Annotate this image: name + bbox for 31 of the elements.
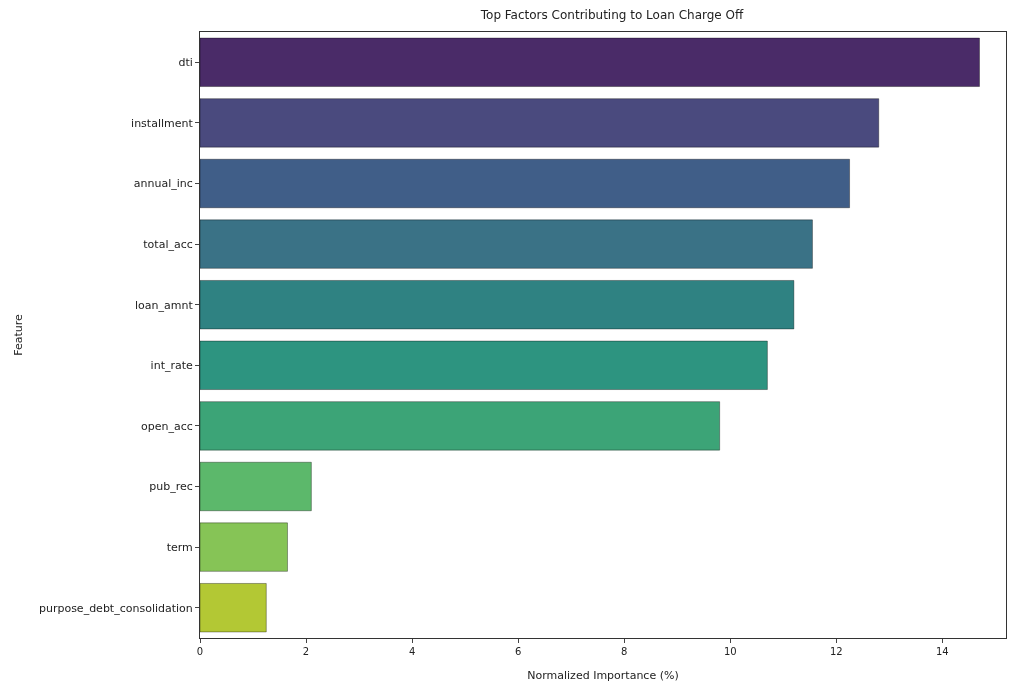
bar	[200, 522, 288, 572]
y-tick-label: term	[166, 540, 193, 554]
x-axis-title: Normalized Importance (%)	[527, 669, 679, 682]
y-tick-label: int_rate	[150, 359, 194, 373]
bar	[200, 158, 851, 209]
y-tick-label: dti	[178, 56, 193, 70]
y-axis-title: Feature	[11, 313, 25, 356]
bar	[200, 582, 267, 633]
x-tick-label: 10	[723, 646, 737, 657]
y-tick-label: pub_rec	[149, 480, 193, 494]
y-tick-label: installment	[131, 116, 194, 130]
x-tick-label: 4	[408, 646, 416, 657]
x-tick-label: 6	[514, 646, 522, 657]
bar	[200, 401, 721, 451]
y-tick-label: loan_amnt	[135, 298, 194, 312]
x-tick-label: 0	[196, 646, 204, 657]
x-tick-label: 2	[302, 646, 310, 657]
x-tick-label: 8	[621, 646, 628, 657]
y-tick-label: total_acc	[143, 237, 193, 251]
y-tick-label: purpose_debt_consolidation	[38, 601, 193, 615]
bar	[200, 98, 880, 148]
x-tick-label: 12	[829, 646, 843, 657]
y-tick-label: annual_inc	[133, 177, 193, 191]
chart-title: Top Factors Contributing to Loan Charge Off	[479, 7, 744, 22]
y-tick-label: open_acc	[141, 419, 193, 433]
bar	[200, 461, 312, 512]
bar	[200, 219, 813, 269]
bar	[200, 279, 795, 330]
bar	[200, 340, 768, 391]
bar	[200, 37, 980, 88]
x-tick-label: 14	[936, 646, 949, 657]
